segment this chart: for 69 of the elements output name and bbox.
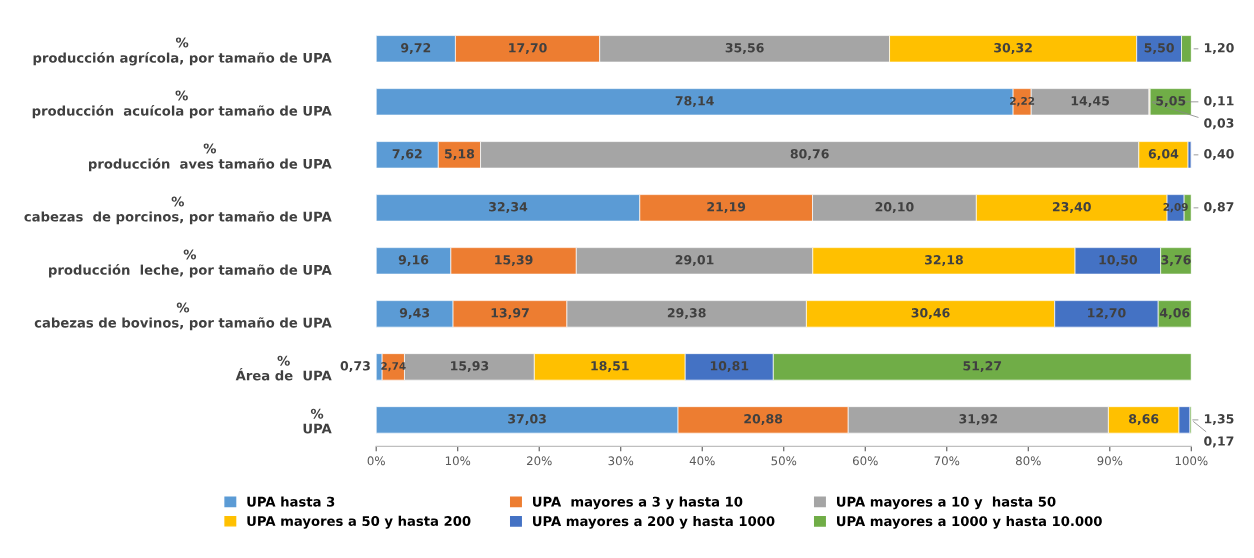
data-label: 9,43 <box>399 308 430 320</box>
data-label: 37,03 <box>508 414 546 426</box>
data-label: 0,03 <box>1204 118 1234 130</box>
y-tick-label: % producción leche, por tamaño de UPA <box>49 249 332 278</box>
data-label: 0,73 <box>340 361 370 373</box>
data-label: 30,32 <box>994 43 1032 55</box>
x-tick-label: 70% <box>934 456 960 466</box>
legend-label: UPA mayores a 200 y hasta 1000 <box>533 515 775 529</box>
legend-label: UPA mayores a 10 y hasta 50 <box>837 496 1056 510</box>
data-label: 29,01 <box>675 255 714 267</box>
data-label: 21,19 <box>707 202 746 214</box>
y-tick-label: % UPA <box>303 408 332 434</box>
data-label: 18,51 <box>591 361 629 373</box>
x-tick-label: 80% <box>1015 456 1041 466</box>
x-tick-label: 0% <box>367 456 385 466</box>
data-label: 1,20 <box>1204 43 1234 55</box>
data-label: 0,87 <box>1204 202 1234 214</box>
data-label: 31,92 <box>959 414 997 426</box>
data-label: 32,34 <box>489 202 528 214</box>
data-label: 0,17 <box>1204 436 1234 448</box>
data-label: 14,45 <box>1071 96 1109 108</box>
data-label: 9,16 <box>398 255 429 267</box>
x-tick-label: 90% <box>1097 456 1123 466</box>
data-label: 32,18 <box>924 255 963 267</box>
x-tick-label: 40% <box>689 456 715 466</box>
data-label: 78,14 <box>675 96 714 108</box>
data-label: 13,97 <box>491 308 529 320</box>
data-label: 1,35 <box>1204 414 1234 426</box>
legend-label: UPA mayores a 3 y hasta 10 <box>533 496 743 510</box>
data-label: 3,76 <box>1161 255 1191 267</box>
y-tick-label: % producción agrícola, por tamaño de UPA <box>33 37 332 66</box>
data-label: 20,88 <box>744 414 783 426</box>
x-tick-label: 30% <box>608 456 634 466</box>
data-label: 5,05 <box>1156 96 1186 108</box>
data-label: 10,81 <box>710 361 749 373</box>
data-label: 5,50 <box>1144 43 1174 55</box>
y-tick-label: % cabezas de bovinos, por tamaño de UPA <box>34 302 332 331</box>
data-label: 6,04 <box>1148 149 1179 161</box>
data-label: 15,93 <box>451 361 489 373</box>
y-tick-label: % producción aves tamaño de UPA <box>89 143 332 172</box>
data-label: 51,27 <box>963 361 1002 373</box>
data-label: 23,40 <box>1052 202 1091 214</box>
data-label: 0,40 <box>1204 149 1234 161</box>
data-label: 7,62 <box>392 149 422 161</box>
y-tick-label: % producción acuícola por tamaño de UPA <box>32 90 332 119</box>
data-label: 29,38 <box>667 308 706 320</box>
data-label: 17,70 <box>509 43 547 55</box>
data-label: 8,66 <box>1129 414 1159 426</box>
x-tick-label: 10% <box>445 456 471 466</box>
data-label: 20,10 <box>875 202 914 214</box>
data-label: 9,72 <box>401 43 431 55</box>
y-tick-label: % cabezas de porcinos, por tamaño de UPA <box>24 196 332 225</box>
data-label: 0,11 <box>1204 96 1234 108</box>
data-label: 12,70 <box>1088 308 1126 320</box>
data-label: 5,18 <box>444 149 475 161</box>
legend-label: UPA mayores a 1000 y hasta 10.000 <box>837 515 1102 529</box>
data-label: 35,56 <box>725 43 764 55</box>
x-tick-label: 60% <box>852 456 878 466</box>
data-label: 4,06 <box>1159 308 1190 320</box>
data-label: 10,50 <box>1099 255 1138 267</box>
legend-label: UPA hasta 3 <box>247 496 335 507</box>
data-label: 15,39 <box>495 255 533 267</box>
y-tick-label: % Área de UPA <box>235 355 332 381</box>
x-tick-label: 100% <box>1175 456 1208 466</box>
data-label: 80,76 <box>790 149 829 161</box>
legend-label: UPA mayores a 50 y hasta 200 <box>247 515 471 529</box>
x-tick-label: 50% <box>771 456 797 466</box>
data-label: 30,46 <box>911 308 950 320</box>
x-tick-label: 20% <box>526 456 552 466</box>
